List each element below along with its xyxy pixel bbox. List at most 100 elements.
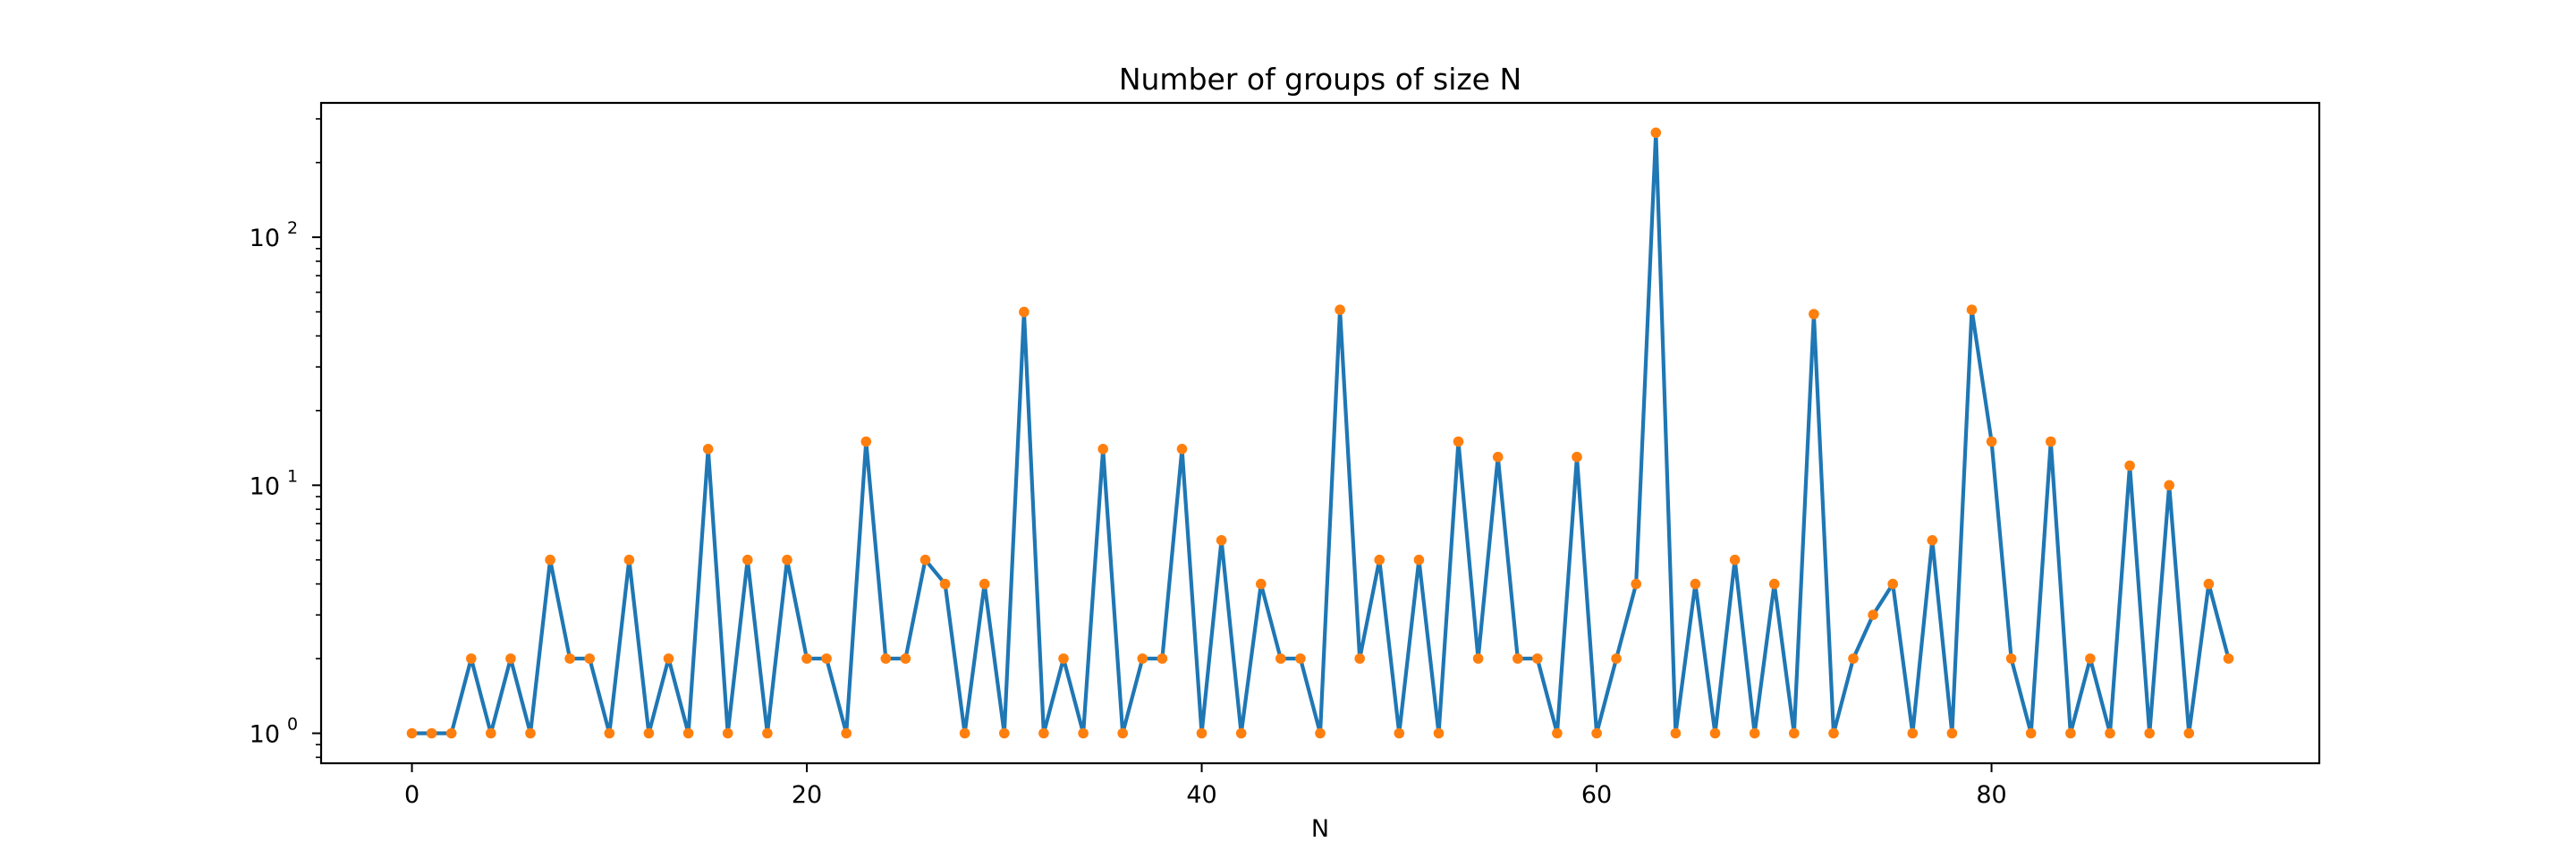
data-point — [486, 727, 496, 739]
data-point — [1433, 727, 1445, 739]
data-point — [623, 554, 635, 566]
x-tick-label: 60 — [1581, 781, 1612, 809]
plot-area — [319, 101, 2321, 765]
data-point — [2124, 460, 2135, 472]
data-point — [722, 727, 733, 739]
data-point — [2005, 653, 2017, 664]
data-point — [1492, 451, 1504, 463]
data-point — [604, 727, 615, 739]
y-tick-label: 10 — [250, 720, 280, 748]
data-point — [1631, 578, 1641, 590]
data-point — [1097, 444, 1108, 455]
data-point — [1966, 304, 1978, 316]
data-point — [1513, 653, 1523, 664]
data-point — [1749, 727, 1760, 739]
data-point — [2164, 480, 2174, 491]
data-point — [860, 436, 872, 447]
data-point — [1295, 653, 1306, 664]
data-point — [1611, 653, 1622, 664]
y-axis-ticks: 10 0 10 1 10 2 — [250, 118, 321, 759]
data-point — [1038, 727, 1049, 739]
data-point — [1216, 535, 1227, 546]
x-axis-ticks: 0 20 40 60 80 — [404, 763, 2007, 809]
data-point — [1256, 578, 1267, 590]
data-point — [1809, 309, 1819, 319]
data-point — [762, 727, 773, 739]
data-point — [2085, 653, 2096, 664]
data-point — [1058, 653, 1069, 664]
x-axis-label: N — [1311, 815, 1329, 843]
data-point — [900, 653, 911, 664]
x-tick-label: 80 — [1976, 781, 2006, 809]
data-point — [821, 653, 832, 664]
axes-frame — [319, 101, 2321, 765]
data-point — [525, 727, 536, 739]
data-point — [1986, 436, 1997, 447]
y-tick-exponent: 1 — [287, 466, 298, 486]
data-point — [742, 554, 753, 566]
data-point — [1413, 554, 1425, 566]
data-point — [682, 727, 694, 739]
data-point — [1887, 578, 1898, 590]
data-point — [663, 653, 674, 664]
x-tick-label: 20 — [792, 781, 822, 809]
data-point — [564, 653, 575, 664]
y-tick-exponent: 0 — [287, 714, 298, 734]
data-point — [1927, 535, 1938, 546]
data-point — [1789, 727, 1800, 739]
data-point — [643, 727, 655, 739]
data-point — [1117, 727, 1128, 739]
y-tick-label: 10 — [250, 472, 280, 500]
data-point — [1907, 727, 1919, 739]
data-series — [406, 127, 2234, 739]
data-point — [1768, 578, 1780, 590]
data-point — [2144, 727, 2155, 739]
data-point — [2065, 727, 2076, 739]
data-point — [959, 727, 970, 739]
data-point — [999, 727, 1010, 739]
data-point — [1472, 653, 1484, 664]
data-point — [1315, 727, 1326, 739]
data-point — [782, 554, 792, 566]
data-point — [1848, 653, 1859, 664]
data-point — [1453, 436, 1464, 447]
data-point — [466, 653, 477, 664]
data-point — [1946, 727, 1958, 739]
data-point — [1275, 653, 1286, 664]
data-point — [1709, 727, 1721, 739]
data-point — [1394, 727, 1405, 739]
data-point — [1828, 727, 1839, 739]
data-point — [1729, 554, 1741, 566]
data-point — [1157, 653, 1168, 664]
data-point — [979, 578, 990, 590]
data-point — [1335, 304, 1345, 316]
data-point — [2203, 578, 2215, 590]
data-point — [1078, 727, 1089, 739]
data-point — [1670, 727, 1682, 739]
data-point — [1650, 127, 1662, 139]
data-point — [584, 653, 595, 664]
data-point — [1354, 653, 1365, 664]
data-point — [2183, 727, 2195, 739]
y-tick-exponent: 2 — [287, 218, 298, 238]
data-point — [1137, 653, 1148, 664]
data-point — [2223, 653, 2234, 664]
data-point — [1196, 727, 1208, 739]
data-point — [841, 727, 852, 739]
data-point — [939, 578, 951, 590]
data-point — [702, 444, 714, 455]
data-point — [445, 727, 457, 739]
data-point — [1235, 727, 1247, 739]
data-point — [801, 653, 812, 664]
data-point — [505, 653, 516, 664]
data-point — [1176, 444, 1188, 455]
data-point — [2105, 727, 2115, 739]
chart-title: Number of groups of size N — [1119, 62, 1521, 97]
x-tick-label: 40 — [1186, 781, 1216, 809]
x-tick-label: 0 — [404, 781, 419, 809]
data-point — [1019, 306, 1030, 318]
data-point — [406, 727, 418, 739]
y-tick-label: 10 — [250, 225, 280, 252]
data-point — [1532, 653, 1543, 664]
